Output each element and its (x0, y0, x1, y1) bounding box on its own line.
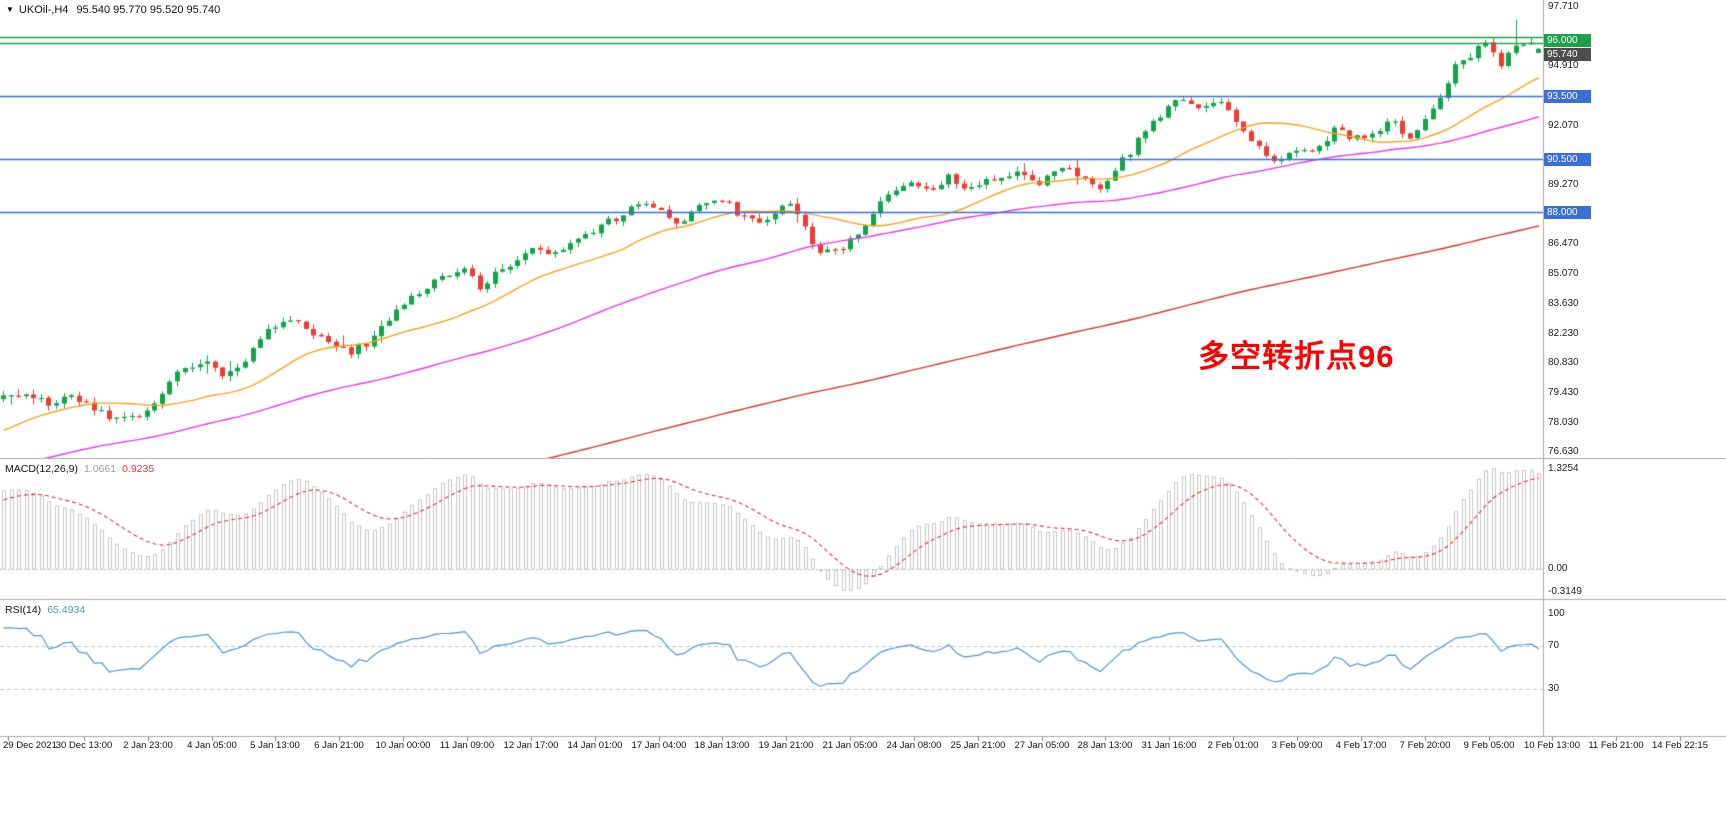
price-axis-label: 94.910 (1548, 60, 1579, 72)
time-axis-label: 2 Feb 01:00 (1207, 740, 1259, 751)
price-axis-label: 92.070 (1548, 120, 1579, 132)
price-axis-label: 80.830 (1548, 357, 1579, 369)
price-axis-label: 78.030 (1548, 416, 1579, 428)
time-axis-label: 17 Jan 04:00 (631, 740, 687, 751)
time-axis-label: 4 Jan 05:00 (187, 740, 237, 751)
rsi-axis-label: 100 (1548, 608, 1565, 619)
time-axis-label: 4 Feb 17:00 (1335, 740, 1387, 751)
time-axis-label: 11 Jan 09:00 (439, 740, 495, 751)
chart-header: ▼ UKOil-,H4 95.540 95.770 95.520 95.740 (6, 4, 220, 16)
macd-axis-label: 0.00 (1548, 562, 1568, 574)
time-axis-label: 14 Feb 22:15 (1652, 740, 1708, 751)
time-axis-label: 19 Jan 21:00 (758, 740, 814, 751)
symbol-period-label: UKOil-,H4 (18, 4, 69, 16)
macd-axis-label: -0.3149 (1548, 586, 1582, 597)
price-axis-label: 89.270 (1548, 179, 1579, 191)
price-line-badge: 93.500 (1544, 89, 1591, 103)
rsi-value: 65.4934 (47, 604, 86, 616)
macd-label: MACD(12,26,9) (5, 463, 78, 475)
price-axis-label: 79.430 (1548, 386, 1579, 398)
macd-header: MACD(12,26,9) 1.0661 0.9235 (5, 463, 154, 475)
time-axis-label: 31 Jan 16:00 (1141, 740, 1197, 751)
price-axis-label: 82.230 (1548, 327, 1579, 339)
time-axis-label: 14 Jan 01:00 (567, 740, 623, 751)
macd-axis-label: 1.3254 (1548, 463, 1579, 474)
rsi-label: RSI(14) (5, 604, 42, 616)
time-axis-label: 29 Dec 2021 (3, 740, 57, 751)
time-axis-label: 6 Jan 21:00 (314, 740, 364, 751)
price-axis-label: 97.710 (1548, 1, 1579, 13)
time-axis-label: 12 Jan 17:00 (503, 740, 559, 751)
price-axis-label: 86.470 (1548, 238, 1579, 250)
time-axis-label: 7 Feb 20:00 (1399, 740, 1451, 751)
symbol-dropdown-icon[interactable]: ▼ (6, 5, 14, 14)
time-axis-label: 2 Jan 23:00 (123, 740, 173, 751)
macd-signal-value: 0.9235 (122, 463, 155, 475)
time-axis-label: 18 Jan 13:00 (694, 740, 750, 751)
time-axis-label: 21 Jan 05:00 (822, 740, 878, 751)
rsi-axis-label: 70 (1548, 640, 1560, 652)
price-axis-label: 85.070 (1548, 267, 1579, 279)
rsi-header: RSI(14) 65.4934 (5, 604, 85, 616)
time-axis-label: 30 Dec 13:00 (55, 740, 113, 751)
time-axis-label: 27 Jan 05:00 (1014, 740, 1070, 751)
rsi-axis-label: 30 (1548, 683, 1560, 695)
price-line-badge: 88.000 (1544, 205, 1591, 219)
time-axis-label: 11 Feb 21:00 (1588, 740, 1644, 751)
time-axis-label: 10 Feb 13:00 (1524, 740, 1580, 751)
current-price-badge: 95.740 (1544, 48, 1591, 62)
macd-main-value: 1.0661 (83, 463, 117, 475)
time-axis-label: 9 Feb 05:00 (1463, 740, 1515, 751)
price-axis-label: 83.630 (1548, 298, 1579, 310)
time-axis-label: 28 Jan 13:00 (1077, 740, 1133, 751)
time-axis-label: 5 Jan 13:00 (250, 740, 300, 751)
price-axis-label: 76.630 (1548, 446, 1579, 458)
chart-annotation-text: 多空转折点96 (1198, 339, 1395, 374)
price-line-badge: 96.000 (1544, 33, 1591, 47)
ohlc-values: 95.540 95.770 95.520 95.740 (76, 4, 221, 16)
time-axis-label: 10 Jan 00:00 (375, 740, 431, 751)
time-axis-label: 3 Feb 09:00 (1271, 740, 1323, 751)
price-line-badge: 90.500 (1544, 152, 1591, 166)
time-axis-label: 25 Jan 21:00 (950, 740, 1006, 751)
time-axis-label: 24 Jan 08:00 (886, 740, 942, 751)
